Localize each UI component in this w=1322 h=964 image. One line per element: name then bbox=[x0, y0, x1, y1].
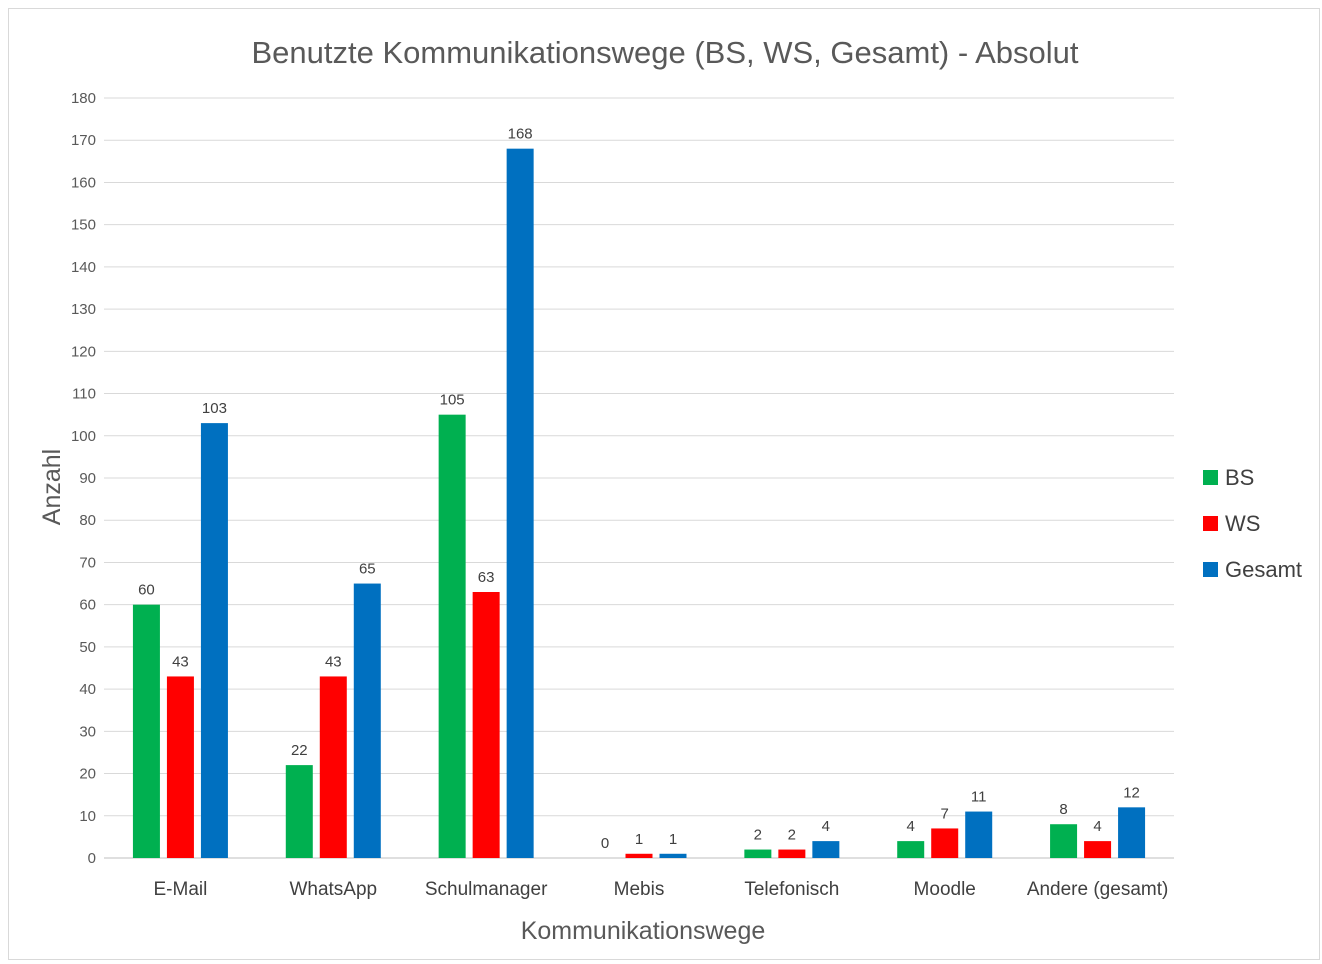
y-tick-labels: 0 10 20 30 40 50 60 70 80 90 100 110 120 130 140 150 160… bbox=[71, 90, 96, 867]
y-tick-label: 20 bbox=[79, 766, 96, 783]
legend-label: BS bbox=[1225, 465, 1254, 490]
x-tick-label: WhatsApp bbox=[289, 879, 377, 900]
y-tick-label: 60 bbox=[79, 597, 96, 614]
y-tick-label: 100 bbox=[71, 428, 96, 445]
x-tick-label: Mebis bbox=[614, 879, 665, 900]
y-tick-label: 30 bbox=[79, 723, 96, 740]
gridlines bbox=[104, 97, 1174, 859]
bar-ws bbox=[166, 676, 194, 858]
bar-gesamt bbox=[353, 583, 381, 858]
data-label: 4 bbox=[822, 818, 830, 835]
y-tick-label: 180 bbox=[71, 90, 96, 107]
bar-gesamt bbox=[506, 148, 534, 858]
x-tick-label: Moodle bbox=[914, 879, 976, 900]
bar-ws bbox=[472, 592, 500, 858]
y-tick-label: 150 bbox=[71, 217, 96, 234]
data-label: 11 bbox=[971, 789, 987, 806]
data-label: 168 bbox=[508, 126, 533, 143]
bar-gesamt bbox=[812, 841, 840, 858]
legend-swatch-ws bbox=[1203, 516, 1218, 531]
y-tick-label: 80 bbox=[79, 512, 96, 529]
x-tick-labels: E-Mail WhatsApp Schulmanager Mebis Telefonis… bbox=[154, 879, 1169, 900]
bar-chart: Benutzte Kommunikationswege (BS, WS, Ges… bbox=[38, 35, 1302, 945]
y-tick-label: 160 bbox=[71, 174, 96, 191]
data-label: 1 bbox=[635, 831, 643, 848]
y-tick-label: 10 bbox=[79, 808, 96, 825]
data-label: 2 bbox=[754, 827, 762, 844]
legend-label: WS bbox=[1225, 511, 1260, 536]
y-tick-label: 0 bbox=[88, 850, 96, 867]
data-label: 1 bbox=[669, 831, 677, 848]
data-label: 7 bbox=[941, 805, 949, 822]
bar-gesamt bbox=[965, 811, 993, 858]
y-tick-label: 140 bbox=[71, 259, 96, 276]
y-tick-label: 70 bbox=[79, 554, 96, 571]
chart-frame: Benutzte Kommunikationswege (BS, WS, Ges… bbox=[8, 8, 1320, 960]
data-label: 0 bbox=[601, 835, 609, 852]
y-tick-label: 120 bbox=[71, 343, 96, 360]
data-label: 2 bbox=[788, 827, 796, 844]
bar-gesamt bbox=[1118, 807, 1146, 858]
x-tick-label: E-Mail bbox=[154, 879, 208, 900]
bar-bs bbox=[285, 765, 313, 858]
x-tick-label: Andere (gesamt) bbox=[1027, 879, 1169, 900]
data-label: 105 bbox=[440, 392, 465, 409]
data-label: 63 bbox=[478, 569, 495, 586]
y-tick-label: 110 bbox=[72, 386, 96, 403]
data-label: 43 bbox=[172, 653, 189, 670]
data-label: 103 bbox=[202, 400, 227, 417]
data-label: 8 bbox=[1059, 801, 1067, 818]
bar-bs bbox=[1050, 824, 1078, 858]
bar-bs bbox=[897, 841, 925, 858]
chart-title: Benutzte Kommunikationswege (BS, WS, Ges… bbox=[251, 35, 1078, 70]
bar-ws bbox=[625, 853, 653, 858]
y-tick-label: 170 bbox=[71, 132, 96, 149]
bar-gesamt bbox=[659, 853, 687, 858]
x-tick-label: Telefonisch bbox=[744, 879, 839, 900]
bar-ws bbox=[931, 828, 959, 858]
data-label: 4 bbox=[1093, 818, 1101, 835]
data-label: 65 bbox=[359, 561, 376, 578]
y-tick-label: 50 bbox=[79, 639, 96, 656]
legend-label: Gesamt bbox=[1225, 557, 1302, 582]
legend-swatch-bs bbox=[1203, 470, 1218, 485]
bar-ws bbox=[1084, 841, 1112, 858]
bar-gesamt bbox=[200, 423, 228, 858]
bar-bs bbox=[744, 849, 772, 858]
y-axis-title: Anzahl bbox=[38, 449, 66, 525]
data-label: 12 bbox=[1123, 784, 1140, 801]
bar-ws bbox=[319, 676, 347, 858]
y-tick-label: 90 bbox=[79, 470, 96, 487]
bar-ws bbox=[778, 849, 806, 858]
y-tick-label: 40 bbox=[79, 681, 96, 698]
legend: BS WS Gesamt bbox=[1203, 465, 1302, 582]
data-label: 60 bbox=[138, 582, 155, 599]
data-label: 43 bbox=[325, 653, 342, 670]
y-tick-label: 130 bbox=[71, 301, 96, 318]
bar-bs bbox=[438, 414, 466, 858]
x-axis-title: Kommunikationswege bbox=[521, 917, 766, 945]
legend-swatch-gesamt bbox=[1203, 562, 1218, 577]
bar-bs bbox=[132, 604, 160, 858]
data-label: 4 bbox=[907, 818, 915, 835]
data-label: 22 bbox=[291, 742, 308, 759]
x-tick-label: Schulmanager bbox=[425, 879, 548, 900]
